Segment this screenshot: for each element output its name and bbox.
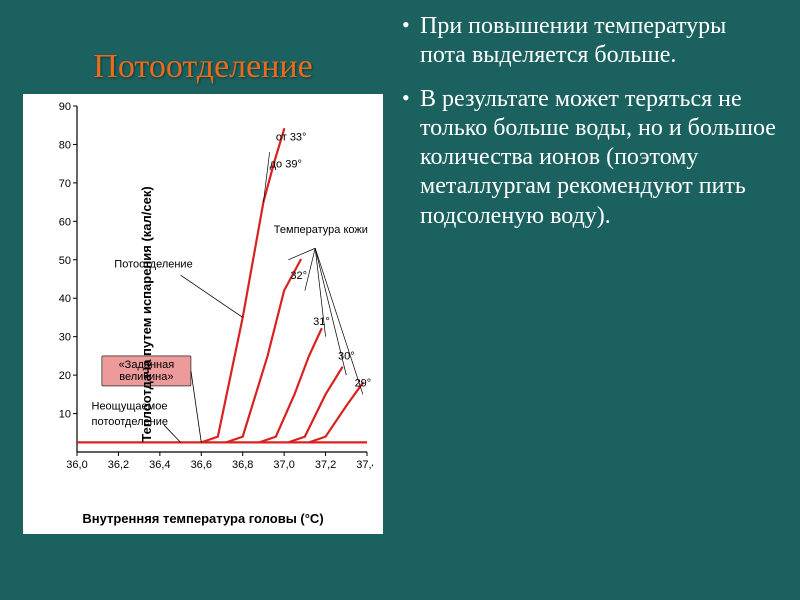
svg-text:80: 80 bbox=[59, 139, 71, 151]
slide: Потоотделение Теплоотдача путем испарени… bbox=[0, 0, 800, 600]
svg-text:90: 90 bbox=[59, 101, 71, 113]
svg-text:37,4: 37,4 bbox=[356, 459, 373, 471]
x-axis-label: Внутренняя температура головы (°C) bbox=[23, 511, 383, 526]
svg-text:36,4: 36,4 bbox=[149, 459, 170, 471]
y-axis-label: Теплоотдача путем испарения (кал/сек) bbox=[139, 186, 154, 441]
svg-text:30°: 30° bbox=[338, 351, 355, 363]
svg-text:29°: 29° bbox=[355, 378, 372, 390]
svg-text:50: 50 bbox=[59, 255, 71, 267]
bullet-item: При повышении температуры пота выделяетс… bbox=[402, 12, 778, 71]
svg-text:20: 20 bbox=[59, 370, 71, 382]
sweating-chart: 10 20 30 40 50 60 70 80 90 36,0 36,2 36,4 36,6 36,8 37… bbox=[33, 100, 373, 480]
svg-text:от 33°: от 33° bbox=[276, 132, 307, 144]
svg-text:37,0: 37,0 bbox=[273, 459, 294, 471]
chart-card: Теплоотдача путем испарения (кал/сек) 10… bbox=[23, 94, 383, 534]
svg-text:36,6: 36,6 bbox=[191, 459, 212, 471]
bullet-list: При повышении температуры пота выделяетс… bbox=[402, 12, 778, 245]
svg-text:30: 30 bbox=[59, 332, 71, 344]
svg-text:потоотделение: потоотделение bbox=[92, 416, 168, 428]
svg-text:36,8: 36,8 bbox=[232, 459, 253, 471]
svg-text:37,2: 37,2 bbox=[315, 459, 336, 471]
slide-title: Потоотделение bbox=[93, 48, 312, 86]
svg-text:Температура кожи: Температура кожи bbox=[274, 224, 368, 236]
svg-text:10: 10 bbox=[59, 409, 71, 421]
left-column: Потоотделение Теплоотдача путем испарени… bbox=[18, 12, 388, 582]
svg-text:до 39°: до 39° bbox=[270, 159, 302, 171]
svg-text:36,0: 36,0 bbox=[66, 459, 87, 471]
svg-text:60: 60 bbox=[59, 216, 71, 228]
svg-text:Неощущаемое: Неощущаемое bbox=[92, 401, 168, 413]
svg-text:32°: 32° bbox=[290, 270, 307, 282]
bullet-item: В результате может теряться не только бо… bbox=[402, 85, 778, 231]
svg-text:40: 40 bbox=[59, 293, 71, 305]
svg-text:36,2: 36,2 bbox=[108, 459, 129, 471]
svg-text:70: 70 bbox=[59, 178, 71, 190]
svg-text:31°: 31° bbox=[313, 316, 330, 328]
right-column: При повышении температуры пота выделяетс… bbox=[402, 12, 782, 582]
